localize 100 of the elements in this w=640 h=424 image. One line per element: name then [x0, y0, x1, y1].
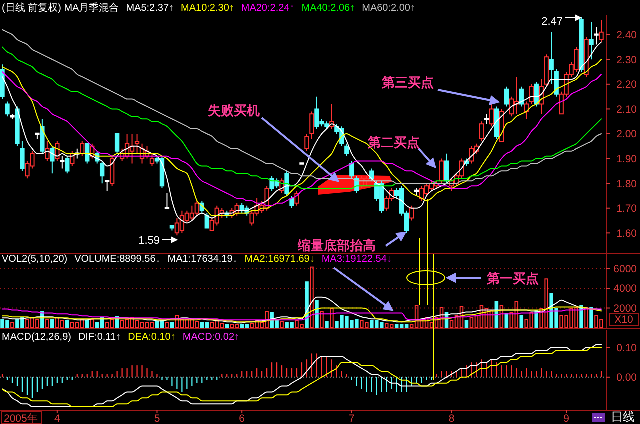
bar [520, 315, 524, 328]
candlestick [65, 156, 70, 174]
bar [225, 324, 230, 328]
bar [330, 308, 334, 328]
candlestick [60, 156, 65, 170]
chart-title: VOL2(5,10,20) [2, 254, 68, 265]
candlestick [584, 36, 589, 78]
y-tick-label: 0.10 [616, 342, 638, 354]
bar [315, 300, 319, 328]
y-axis-title: X10 [614, 314, 634, 326]
text: MA10:2.30↑ [181, 3, 234, 14]
candlestick [170, 225, 175, 232]
candlestick [489, 104, 494, 128]
candlestick [35, 132, 40, 140]
candlestick [70, 150, 75, 167]
candlestick [284, 170, 290, 196]
text: DIF:0.11↑ [78, 332, 122, 343]
candlestick [0, 64, 5, 100]
y-tick-label: 2.40 [616, 30, 638, 42]
chart-title: (日线 前复权) MA月季混合 [2, 2, 120, 14]
y-tick-label: 6000 [614, 263, 638, 276]
x-tick-label: 7 [348, 413, 355, 424]
candlestick [55, 140, 60, 162]
candlestick [589, 22, 594, 60]
chart-subtitle: VOLUME:8899.56↓ [74, 254, 161, 265]
candlestick [479, 121, 484, 142]
text: MACD:0.02↑ [182, 332, 240, 343]
bar [320, 311, 324, 328]
candlestick [519, 86, 524, 108]
bar [165, 322, 170, 328]
y-tick-label: 0.00 [616, 372, 638, 384]
text: MA2:16971.69↓ [244, 254, 315, 265]
candlestick [549, 32, 554, 85]
candlestick [114, 134, 120, 154]
bar [310, 266, 314, 328]
candlestick [524, 101, 529, 120]
x-tick-label: 9 [564, 413, 570, 424]
candlestick [45, 140, 50, 162]
candlestick [280, 178, 284, 194]
y-tick-label: 1.60 [616, 228, 638, 240]
bar [464, 320, 469, 328]
text: MA5:2.37↑ [126, 3, 174, 14]
candlestick [599, 19, 604, 43]
candlestick [164, 193, 170, 210]
x-tick-label: 5 [154, 413, 160, 424]
candlestick [100, 160, 105, 184]
candlestick [50, 146, 55, 174]
candlestick [15, 106, 20, 147]
candlestick [350, 160, 354, 180]
bar [584, 307, 588, 328]
y-tick-label: 2000 [614, 302, 638, 315]
candlestick [484, 114, 490, 125]
candlestick [150, 153, 155, 167]
annotation: 第三买点 [381, 75, 434, 91]
y-tick-label: 1.90 [616, 153, 638, 166]
bar [325, 321, 329, 328]
candlestick [504, 86, 510, 108]
bar [90, 319, 94, 328]
candlestick [304, 134, 310, 152]
candlestick [409, 205, 414, 222]
annotation: 失败买机 [208, 104, 260, 119]
candlestick [370, 168, 374, 182]
bar [590, 307, 594, 328]
text: DEA:0.10↑ [128, 332, 176, 343]
candlestick [204, 212, 210, 229]
text: 日线 [611, 410, 635, 424]
annotation: 缩量底部抬高 [297, 238, 376, 254]
candlestick [5, 101, 10, 118]
candlestick [134, 134, 140, 154]
candlestick [344, 143, 350, 157]
y-tick-label: 1.80 [616, 178, 638, 190]
candlestick [104, 180, 110, 192]
candlestick [310, 111, 314, 140]
y-tick-label: 4000 [614, 283, 638, 296]
candlestick [579, 16, 584, 73]
bar [46, 319, 50, 328]
candlestick [80, 140, 85, 157]
bar [280, 321, 284, 328]
candlestick [40, 118, 45, 154]
y-tick-label: 2.20 [616, 79, 638, 92]
candlestick [85, 143, 90, 164]
candlestick [290, 195, 294, 209]
candlestick [414, 188, 420, 196]
candlestick [10, 114, 15, 120]
text: MA3:19122.54↓ [322, 254, 392, 265]
y-tick-label: 2.30 [616, 54, 638, 66]
candlestick [499, 108, 504, 142]
candlestick [110, 156, 115, 187]
bar [85, 320, 90, 328]
candlestick [539, 78, 544, 115]
y-tick-label: 1.70 [616, 203, 638, 216]
y-tick-label: 2.10 [616, 104, 638, 116]
annotation: 第二买点 [367, 135, 420, 151]
candlestick [529, 84, 534, 105]
text: MA60:2.00↑ [362, 3, 416, 14]
legend-label: MA1:17634.19↓ [168, 254, 238, 265]
bar [10, 322, 14, 328]
bar [305, 282, 309, 328]
x-axis-title: 2005年 [4, 413, 38, 424]
candlestick [544, 54, 549, 88]
